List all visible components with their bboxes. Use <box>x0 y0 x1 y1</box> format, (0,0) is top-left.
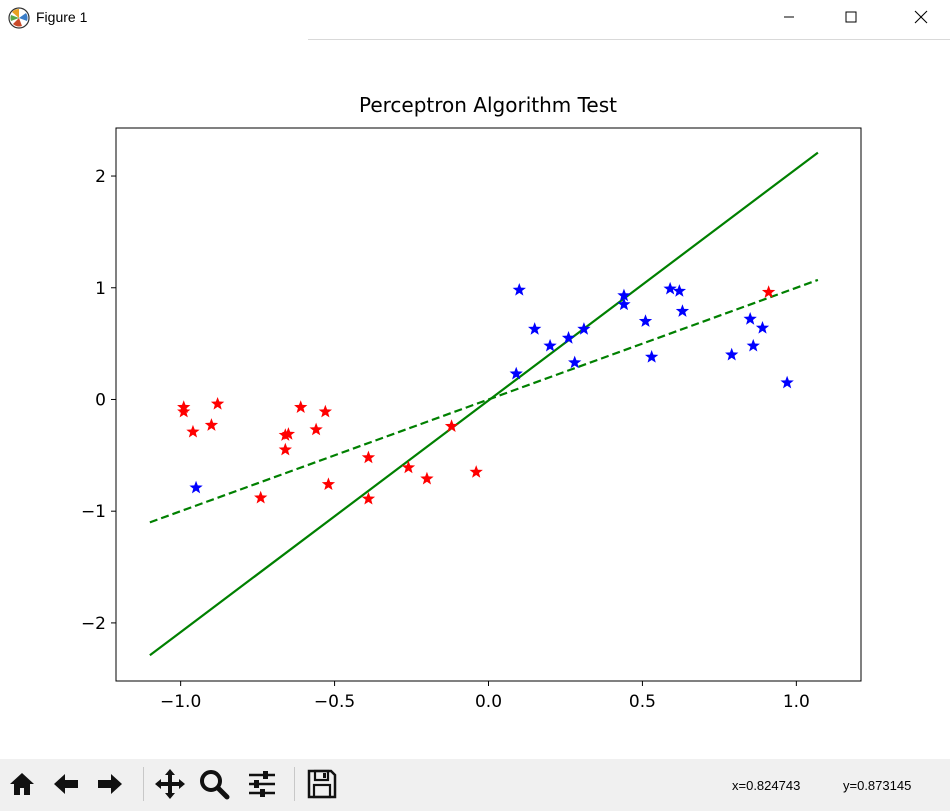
minimize-icon <box>784 16 794 18</box>
cursor-y-readout: y=0.873145 <box>843 778 912 793</box>
solid-decision-line <box>149 151 819 657</box>
blue-star-point <box>617 297 631 311</box>
blue-star-point <box>755 320 770 334</box>
minimize-button[interactable] <box>766 0 812 34</box>
red-star-point <box>294 400 308 413</box>
blue-star-point <box>725 347 739 361</box>
blue-star-point <box>617 288 631 302</box>
red-star-point <box>210 396 225 410</box>
x-axis-ticks: −1.0 −0.5 0.0 0.5 1.0 <box>160 681 810 712</box>
red-star-point <box>321 477 336 491</box>
window-titlebar: Figure 1 <box>0 0 950 38</box>
red-star-point <box>186 424 200 438</box>
maximize-icon <box>845 11 857 23</box>
titlebar-divider <box>308 39 950 40</box>
configure-subplots-icon <box>249 771 275 797</box>
y-tick-label: 1 <box>95 279 106 299</box>
save-button[interactable] <box>304 765 340 803</box>
x-tick-label: 0.0 <box>475 692 502 712</box>
y-tick-label: 0 <box>95 390 106 410</box>
x-tick-label: −1.0 <box>160 692 201 712</box>
x-tick-label: 0.5 <box>629 692 656 712</box>
blue-star-point <box>577 322 591 335</box>
red-star-point <box>469 465 483 478</box>
red-star-point <box>278 442 292 456</box>
pan-icon <box>155 769 185 799</box>
toolbar-separator <box>143 767 144 801</box>
back-button[interactable] <box>48 765 84 803</box>
cursor-x-readout: x=0.824743 <box>732 778 801 793</box>
maximize-button[interactable] <box>828 0 874 34</box>
red-star-point <box>281 427 296 440</box>
pan-button[interactable] <box>152 765 188 803</box>
blue-star-point <box>512 282 526 296</box>
chart-title: Perceptron Algorithm Test <box>359 93 617 117</box>
blue-star-point <box>528 322 542 335</box>
blue-star-point <box>780 375 794 389</box>
matplotlib-figure-icon <box>8 7 30 29</box>
x-tick-label: −0.5 <box>314 692 355 712</box>
blue-star-point <box>509 366 523 380</box>
red-star-point <box>361 450 376 464</box>
red-star-point <box>401 460 416 474</box>
blue-star-point <box>561 331 576 344</box>
forward-button[interactable] <box>92 765 128 803</box>
zoom-icon <box>200 770 230 800</box>
blue-star-point <box>568 355 582 369</box>
blue-star-point <box>675 304 690 317</box>
blue-star-point <box>743 312 757 325</box>
configure-subplots-button[interactable] <box>244 765 280 803</box>
home-button[interactable] <box>4 765 40 803</box>
red-star-point <box>204 418 219 431</box>
toolbar-separator <box>294 767 295 801</box>
red-star-point <box>177 404 191 418</box>
decision-lines <box>149 151 819 657</box>
blue-star-point <box>638 314 653 327</box>
close-button[interactable] <box>898 0 944 34</box>
navigation-toolbar: x=0.824743 y=0.873145 <box>0 759 950 811</box>
x-tick-label: 1.0 <box>783 692 810 712</box>
window-title: Figure 1 <box>36 9 88 25</box>
blue-star-point <box>746 338 760 352</box>
red-star-point <box>361 491 376 505</box>
forward-arrow-icon <box>98 774 122 794</box>
back-arrow-icon <box>54 774 78 794</box>
red-star-point <box>254 490 268 504</box>
y-tick-label: −2 <box>81 614 106 634</box>
y-axis-ticks: −2 −1 0 1 2 <box>81 167 116 634</box>
y-tick-label: −1 <box>81 502 106 522</box>
red-star-point <box>444 419 459 432</box>
axes-frame <box>115 127 862 682</box>
y-tick-label: 2 <box>95 167 106 187</box>
blue-star-point <box>543 338 557 352</box>
data-points <box>177 281 794 505</box>
red-star-point <box>309 422 323 436</box>
blue-star-point <box>645 350 659 363</box>
red-star-point <box>420 471 434 485</box>
home-icon <box>10 773 34 795</box>
blue-star-point <box>663 281 677 295</box>
close-icon <box>914 10 928 24</box>
save-icon <box>307 769 337 799</box>
blue-star-point <box>189 480 203 494</box>
blue-star-point <box>672 284 687 297</box>
red-star-point <box>318 404 332 418</box>
zoom-button[interactable] <box>196 765 232 803</box>
figure-canvas[interactable]: Perceptron Algorithm Test −1.0 −0.5 0.0 0.5… <box>0 40 950 759</box>
red-star-point <box>761 285 776 298</box>
dashed-decision-line <box>149 278 819 524</box>
